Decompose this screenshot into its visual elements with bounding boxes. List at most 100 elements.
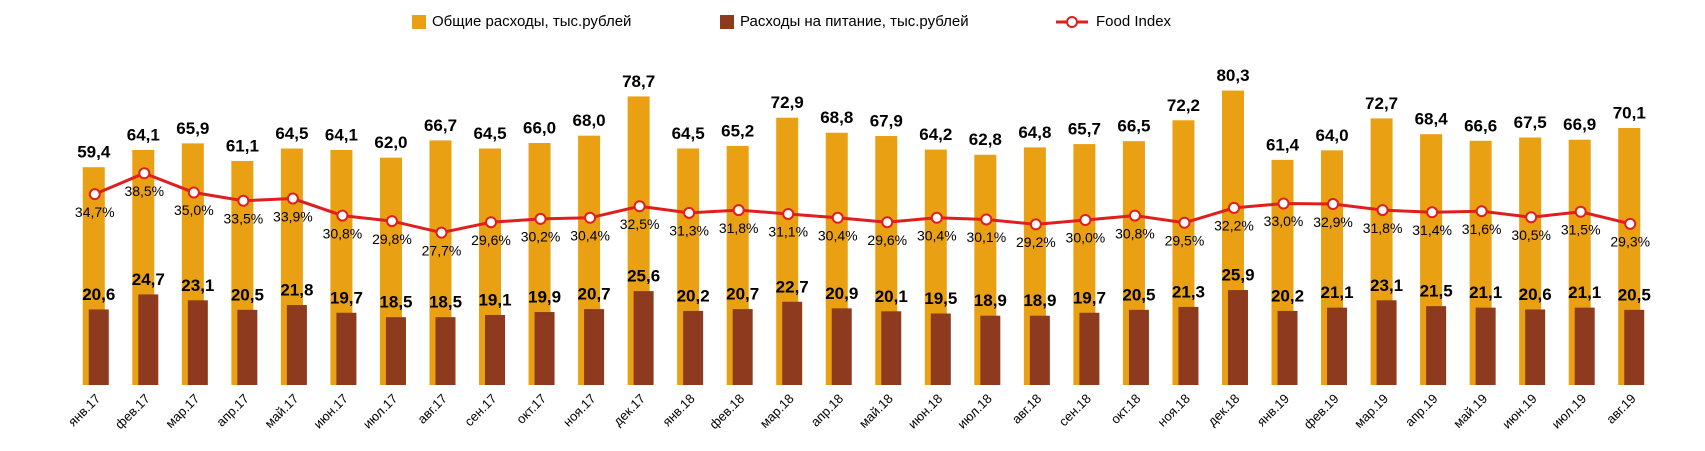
data-label: 20,6 [82,285,115,304]
x-tick-label: авг.19 [1603,391,1639,427]
data-label: 29,5% [1165,232,1205,248]
data-label: 72,2 [1167,96,1200,115]
data-label: 32,2% [1214,218,1254,234]
bar [1475,307,1496,385]
data-label: 30,4% [917,228,957,244]
data-label: 35,0% [174,202,214,218]
data-label: 68,4 [1415,110,1449,129]
data-label: 29,3% [1610,234,1650,250]
legend-swatch [412,15,426,29]
point [930,211,943,224]
point [138,167,151,180]
data-label: 61,1 [226,136,259,155]
point [385,215,398,228]
data-label: 64,0 [1316,126,1349,145]
data-label: 65,2 [721,121,754,140]
x-tick-label: июл.17 [360,391,401,432]
data-label: 67,5 [1514,113,1547,132]
point [187,186,200,199]
data-label: 21,1 [1568,283,1601,302]
data-label: 59,4 [77,143,111,162]
data-label: 20,2 [677,286,710,305]
data-label: 20,1 [875,287,908,306]
x-tick-label: авг.18 [1009,391,1045,427]
bar [930,313,951,385]
data-label: 61,4 [1266,135,1300,154]
data-label: 72,9 [771,93,804,112]
x-tick-label: окт.17 [513,391,549,427]
data-label: 20,5 [231,285,264,304]
bar [1525,309,1546,385]
data-label: 65,7 [1068,120,1101,139]
point [980,213,993,226]
bar [485,314,506,385]
data-label: 68,0 [573,111,606,130]
bar [980,315,1001,385]
bar [1277,310,1298,385]
data-label: 19,5 [924,289,957,308]
bar [1178,306,1199,385]
bar [534,312,555,385]
bar [881,311,902,385]
data-label: 30,5% [1511,227,1551,243]
x-tick-label: дек.17 [610,391,648,429]
data-label: 21,5 [1420,282,1453,301]
data-label: 65,9 [176,119,209,138]
point [831,211,844,224]
data-label: 32,9% [1313,214,1353,230]
data-label: 23,1 [181,276,214,295]
data-label: 64,8 [1018,123,1051,142]
data-label: 20,9 [825,284,858,303]
point [633,200,646,213]
data-label: 24,7 [132,270,165,289]
point [485,216,498,229]
point [1624,217,1637,230]
x-tick-label: мар.17 [162,391,202,431]
bar [88,309,109,385]
bar [633,291,654,385]
data-label: 80,3 [1216,66,1249,85]
point [88,188,101,201]
point [732,204,745,217]
point [1525,211,1538,224]
data-label: 64,1 [325,125,358,144]
data-label: 67,9 [870,112,903,131]
data-label: 20,7 [726,285,759,304]
data-label: 29,8% [372,231,412,247]
x-tick-label: июн.19 [1499,391,1539,431]
data-label: 20,6 [1519,285,1552,304]
data-label: 38,5% [124,183,164,199]
point [286,192,299,205]
bar [1128,309,1149,385]
data-label: 66,0 [523,118,556,137]
bar [1574,307,1595,385]
bar [435,317,456,385]
point [782,207,795,220]
data-label: 31,8% [1363,220,1403,236]
data-label: 66,7 [424,116,457,135]
data-label: 64,2 [919,125,952,144]
point [1376,204,1389,217]
data-label: 31,8% [719,220,759,236]
data-label: 62,8 [969,130,1002,149]
data-label: 70,1 [1613,103,1646,122]
bar [1227,290,1248,385]
data-label: 27,7% [422,242,462,258]
data-label: 29,6% [471,232,511,248]
data-label: 30,8% [323,225,363,241]
data-label: 20,5 [1618,285,1651,304]
data-label: 33,0% [1264,213,1304,229]
data-label: 64,5 [275,124,308,143]
data-label: 68,8 [820,108,853,127]
data-label: 31,6% [1462,221,1502,237]
bar [831,308,852,385]
x-tick-label: ноя.18 [1154,391,1193,430]
data-label: 19,9 [528,288,561,307]
bar [683,310,704,385]
x-tick-label: фев.18 [706,391,747,432]
data-label: 64,5 [672,124,705,143]
legend-swatch [720,15,734,29]
point [881,216,894,229]
data-label: 31,3% [669,223,709,239]
x-tick-label: авг.17 [414,391,450,427]
